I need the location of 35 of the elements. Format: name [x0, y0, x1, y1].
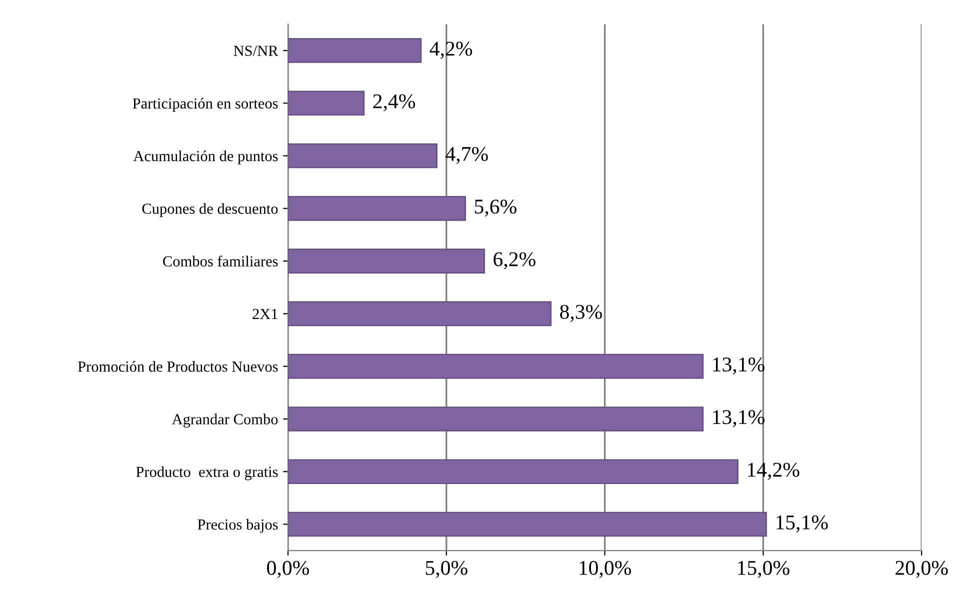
data-label: 13,1% [713, 357, 764, 375]
y-tick-label: Acumulación de puntos [133, 150, 278, 164]
bar [288, 196, 466, 221]
data-label: 13,1% [713, 410, 764, 428]
y-tick-label: Participación en sorteos [132, 98, 278, 112]
data-label: 8,3% [560, 304, 602, 322]
y-tick-label: Producto extra o gratis [136, 466, 278, 480]
data-label: 14,2% [748, 462, 800, 480]
bar [288, 248, 485, 274]
data-label: 6,2% [494, 252, 536, 270]
data-label: 4,2% [430, 42, 472, 59]
bar [288, 38, 422, 63]
bar [288, 90, 365, 116]
y-tick-label: Combos familiares [163, 256, 278, 267]
y-tick-label: 2X1 [252, 308, 278, 319]
y-tick-label: Cupones de descuento [142, 203, 278, 217]
x-tick-label: 0,0% [267, 560, 309, 578]
x-tick-label: 15,0% [738, 560, 790, 578]
data-label: 4,7% [446, 146, 488, 164]
data-label: 15,1% [776, 515, 828, 532]
y-tick-label: Agrandar Combo [172, 414, 278, 428]
x-tick-label: 20,0% [896, 560, 948, 578]
bar [288, 406, 704, 432]
data-label: 5,6% [474, 200, 516, 217]
data-label: 2,4% [373, 94, 416, 112]
bar [288, 512, 767, 537]
bar [288, 301, 552, 326]
x-tick-label: 10,0% [580, 560, 631, 578]
bar [288, 143, 438, 168]
x-tick-label: 5,0% [426, 560, 468, 578]
y-tick-label: Precios bajos [198, 518, 278, 533]
y-tick-label: Promoción de Productos Nuevos [78, 361, 278, 372]
bar [288, 459, 738, 484]
bar [288, 354, 704, 379]
y-tick-label: NS/NR [234, 46, 278, 56]
